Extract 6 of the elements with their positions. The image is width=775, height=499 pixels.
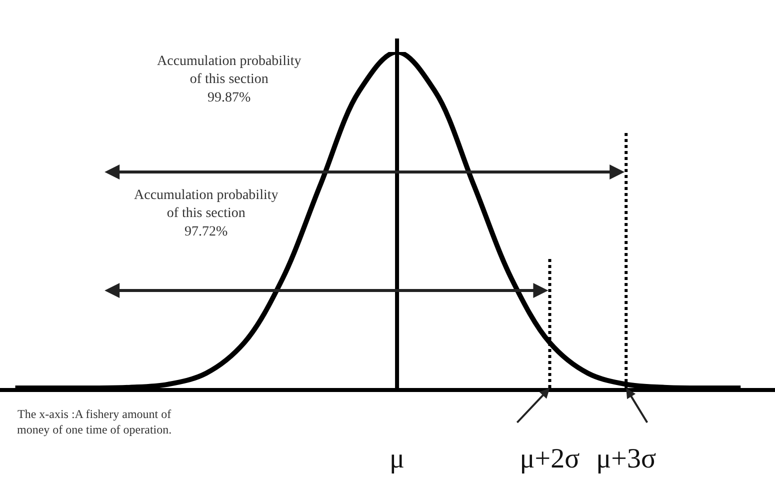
- x-tick-label: μ+3σ: [596, 444, 656, 475]
- annotation: Accumulation probability of this section 99.87%: [157, 54, 302, 106]
- text: The x-axis :A fishery amount of money of one time of operation.: [17, 407, 172, 437]
- x-tick-label: μ+2σ: [520, 444, 580, 475]
- x-tick-label: μ: [390, 444, 405, 475]
- annotation: Accumulation probability of this section 97.72%: [134, 188, 278, 240]
